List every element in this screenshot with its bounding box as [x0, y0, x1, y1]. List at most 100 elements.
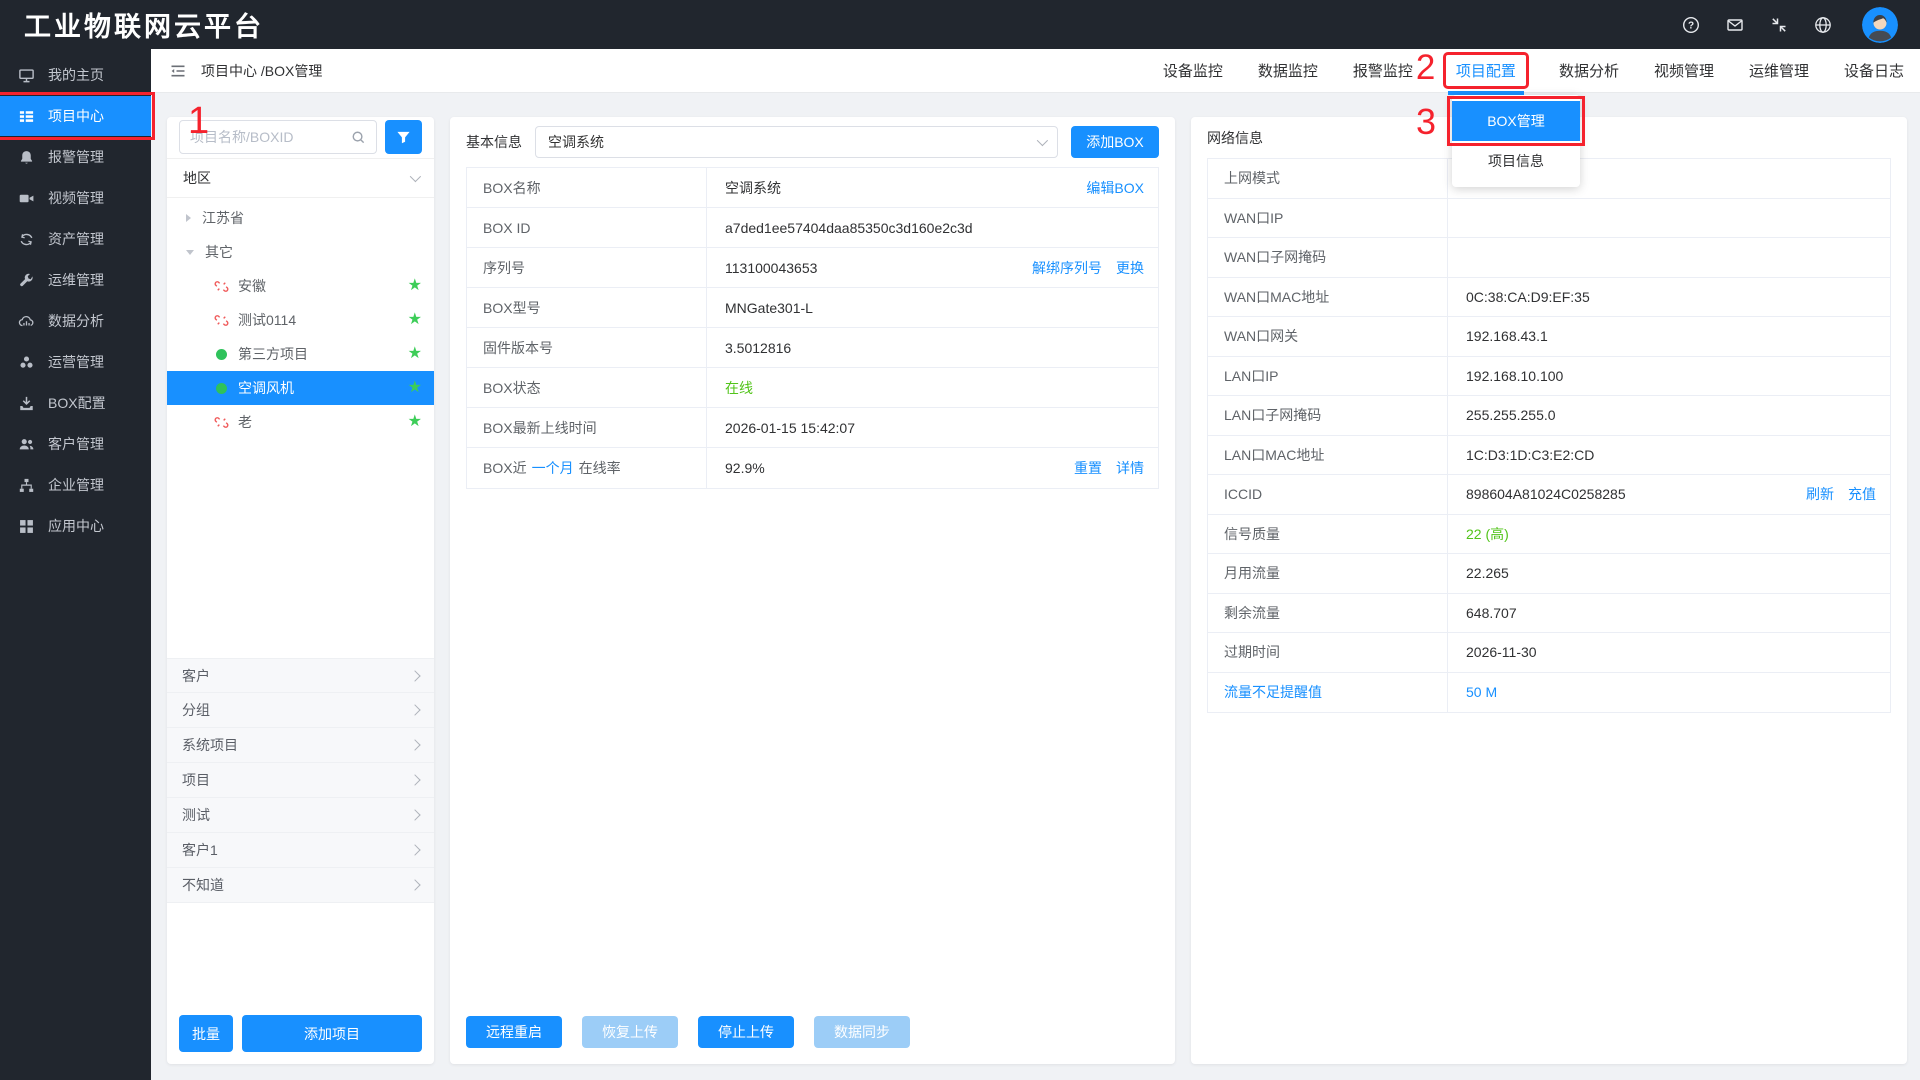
tab-device-log[interactable]: 设备日志	[1843, 63, 1904, 80]
language-globe-icon[interactable]	[1814, 16, 1832, 34]
tree-item-third-party[interactable]: 第三方项目 ★	[167, 337, 434, 371]
section-group[interactable]: 分组	[167, 693, 434, 728]
sidebar-item-customer[interactable]: 客户管理	[0, 424, 151, 464]
avatar[interactable]	[1862, 6, 1898, 43]
row-value: 空调系统	[725, 179, 781, 196]
favorite-star-icon[interactable]: ★	[407, 345, 422, 362]
sidebar-item-asset[interactable]: 资产管理	[0, 219, 151, 259]
table-row: BOX近 一个月 在线率 92.9% 重置 详情	[467, 448, 1158, 488]
row-label: WAN口网关	[1208, 317, 1448, 356]
section-unknown[interactable]: 不知道	[167, 868, 434, 903]
box-select[interactable]: 空调系统	[535, 126, 1058, 158]
replace-serial-link[interactable]: 更换	[1116, 259, 1144, 276]
edit-box-link[interactable]: 编辑BOX	[1086, 179, 1144, 196]
resume-upload-button[interactable]: 恢复上传	[582, 1016, 678, 1048]
annotation-step-3: 3	[1416, 101, 1437, 142]
row-value: 898604A81024C0258285	[1466, 486, 1626, 503]
content: 项目名称/BOXID 地区 江苏省	[151, 93, 1920, 1080]
row-value: 2026-01-15 15:42:07	[725, 419, 855, 436]
data-sync-button[interactable]: 数据同步	[814, 1016, 910, 1048]
sidebar-item-label: 企业管理	[48, 477, 104, 493]
sidebar: 我的主页 项目中心 1 报警管理 视频管理 资产管理 运维管理	[0, 49, 209, 1080]
tree-header-region[interactable]: 地区	[167, 158, 434, 198]
low-data-threshold-link[interactable]: 流量不足提醒值	[1224, 684, 1322, 701]
sidebar-item-label: 视频管理	[48, 190, 104, 206]
download-tray-icon	[18, 395, 35, 412]
stop-upload-button[interactable]: 停止上传	[698, 1016, 794, 1048]
batch-button[interactable]: 批量	[179, 1015, 233, 1052]
network-info-table: 上网模式 WAN口IP WAN口子网掩码 WAN口MAC地址	[1207, 158, 1891, 713]
search-input[interactable]: 项目名称/BOXID	[179, 120, 377, 154]
row-value: 192.168.10.100	[1466, 367, 1564, 384]
tree-item-anhui[interactable]: 安徽 ★	[167, 269, 434, 303]
sidebar-item-project-center[interactable]: 项目中心 1	[0, 92, 209, 140]
detail-link[interactable]: 详情	[1116, 460, 1144, 476]
sidebar-item-ops-maintenance[interactable]: 运维管理	[0, 260, 151, 300]
dropdown-item-box-manage[interactable]: BOX管理 3	[1416, 96, 1585, 146]
tab-device-monitor[interactable]: 设备监控	[1162, 63, 1223, 80]
sidebar-item-alarm[interactable]: 报警管理	[0, 137, 151, 177]
sidebar-item-box-config[interactable]: BOX配置	[0, 383, 151, 423]
tree-item-old[interactable]: 老 ★	[167, 405, 434, 439]
table-row: BOX状态 在线	[467, 368, 1158, 408]
section-customer[interactable]: 客户	[167, 658, 434, 693]
tab-data-monitor[interactable]: 数据监控	[1257, 63, 1318, 80]
tab-video-manage[interactable]: 视频管理	[1653, 63, 1714, 80]
mail-icon[interactable]	[1726, 16, 1744, 34]
section-project[interactable]: 项目	[167, 763, 434, 798]
sidebar-item-enterprise[interactable]: 企业管理	[0, 465, 151, 505]
section-system-project[interactable]: 系统项目	[167, 728, 434, 763]
menu-fold-icon[interactable]	[169, 62, 187, 80]
remote-reboot-button[interactable]: 远程重启	[466, 1016, 562, 1048]
favorite-star-icon[interactable]: ★	[407, 379, 422, 396]
dropdown-item-label: 项目信息	[1488, 153, 1544, 169]
table-row: LAN口MAC地址 1C:D3:1D:C3:E2:CD	[1208, 435, 1890, 475]
tree-item-aircon-fan[interactable]: 空调风机 ★	[167, 371, 434, 405]
section-customer1[interactable]: 客户1	[167, 833, 434, 868]
tree-header-label: 地区	[183, 170, 211, 186]
section-test[interactable]: 测试	[167, 798, 434, 833]
tree-node-other[interactable]: 其它	[167, 235, 434, 269]
favorite-star-icon[interactable]: ★	[407, 413, 422, 430]
tree-item-test0114[interactable]: 测试0114 ★	[167, 303, 434, 337]
sidebar-item-video[interactable]: 视频管理	[0, 178, 151, 218]
period-selector-link[interactable]: 一个月	[531, 460, 574, 476]
sidebar-item-home[interactable]: 我的主页	[0, 55, 151, 95]
recharge-link[interactable]: 充值	[1848, 486, 1876, 503]
row-value: MNGate301-L	[725, 299, 813, 316]
table-row: 流量不足提醒值 50 M	[1208, 672, 1890, 712]
row-label: BOX ID	[467, 208, 707, 247]
reset-link[interactable]: 重置	[1074, 460, 1102, 476]
sidebar-item-app-center[interactable]: 应用中心	[0, 506, 151, 546]
refresh-link[interactable]: 刷新	[1806, 486, 1834, 503]
sidebar-item-operation[interactable]: 运营管理	[0, 342, 151, 382]
tab-data-analysis[interactable]: 数据分析	[1558, 63, 1619, 80]
tab-ops-manage[interactable]: 运维管理	[1748, 63, 1809, 80]
circles-icon	[18, 354, 35, 371]
tab-alarm-monitor[interactable]: 报警监控	[1352, 63, 1413, 80]
project-config-dropdown: BOX管理 3 项目信息	[1416, 95, 1585, 187]
table-row: WAN口网关 192.168.43.1	[1208, 317, 1890, 357]
row-label: 固件版本号	[467, 328, 707, 367]
compress-icon[interactable]	[1770, 16, 1788, 34]
add-box-button[interactable]: 添加BOX	[1071, 126, 1159, 158]
row-value: 92.9%	[725, 460, 765, 476]
tree-node-jiangsu[interactable]: 江苏省	[167, 201, 434, 235]
filter-button[interactable]	[385, 120, 422, 154]
add-project-button[interactable]: 添加项目	[242, 1015, 422, 1052]
favorite-star-icon[interactable]: ★	[407, 277, 422, 294]
unbind-serial-link[interactable]: 解绑序列号	[1032, 259, 1102, 276]
sidebar-item-data-analysis[interactable]: 数据分析	[0, 301, 151, 341]
favorite-star-icon[interactable]: ★	[407, 311, 422, 328]
search-icon[interactable]	[351, 130, 366, 145]
grid-icon	[18, 518, 35, 535]
tab-project-config[interactable]: 项目配置 2	[1416, 50, 1529, 95]
section-label: 系统项目	[182, 737, 238, 753]
project-list-icon	[18, 108, 35, 125]
video-camera-icon	[18, 190, 35, 207]
breadcrumb: 项目中心 /BOX管理	[201, 62, 323, 79]
help-icon[interactable]: ?	[1682, 16, 1700, 34]
dropdown-item-project-info[interactable]: 项目信息	[1452, 141, 1580, 181]
table-row: 过期时间 2026-11-30	[1208, 633, 1890, 673]
users-icon	[18, 436, 35, 453]
